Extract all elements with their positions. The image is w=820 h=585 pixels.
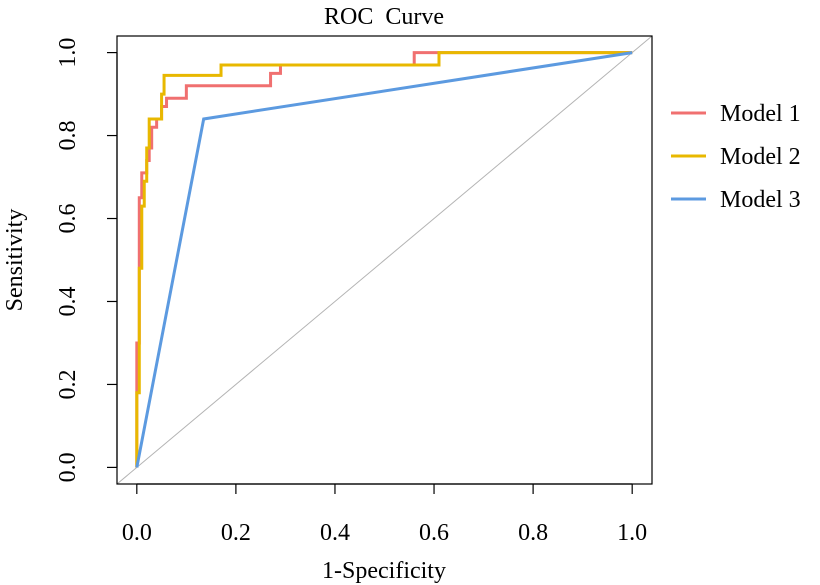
legend-label-model-3: Model 3 <box>720 187 801 213</box>
chart-title: ROC Curve <box>324 4 444 30</box>
x-tick-label: 0.4 <box>320 520 350 546</box>
reference-diagonal <box>116 35 653 485</box>
x-axis: 0.0 0.2 0.4 0.6 0.8 1.0 <box>122 483 647 546</box>
y-tick-label: 0.4 <box>55 286 81 316</box>
x-tick-label: 0.6 <box>419 520 449 546</box>
x-tick-label: 0.2 <box>221 520 251 546</box>
series-layer <box>135 51 633 468</box>
legend-label-model-2: Model 2 <box>720 144 801 170</box>
y-axis-label: Sensitivity <box>2 209 28 312</box>
y-tick-label: 0.2 <box>55 369 81 399</box>
y-tick-label: 0.6 <box>55 204 81 234</box>
x-tick-label: 0.8 <box>518 520 548 546</box>
series-line-model-3 <box>135 51 633 468</box>
y-axis: 0.0 0.2 0.4 0.6 0.8 1.0 <box>55 38 118 482</box>
y-tick-label: 0.8 <box>55 121 81 151</box>
reference-diagonal-layer <box>116 35 653 485</box>
y-tick-label: 1.0 <box>55 38 81 68</box>
x-tick-label: 0.0 <box>122 520 152 546</box>
x-axis-label: 1-Specificity <box>322 558 446 584</box>
legend-label-model-1: Model 1 <box>720 101 801 127</box>
legend: Model 1 Model 2 Model 3 <box>671 101 801 213</box>
y-tick-label: 0.0 <box>55 452 81 482</box>
series-line-model-2 <box>135 51 633 468</box>
x-tick-label: 1.0 <box>617 520 647 546</box>
